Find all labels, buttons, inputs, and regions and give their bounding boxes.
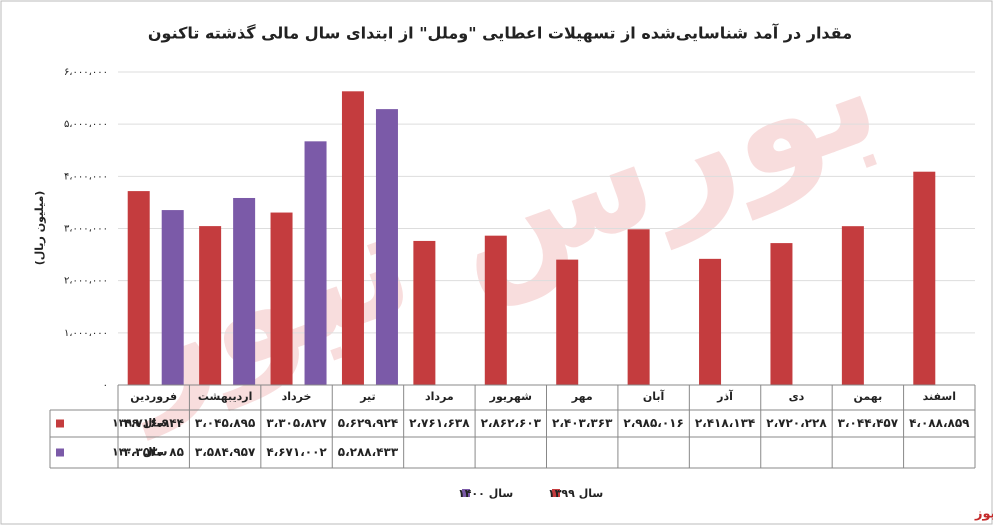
bar (341, 91, 364, 385)
x-tick-label: مرداد (425, 390, 454, 403)
x-tick-label: دی (789, 390, 805, 403)
y-tick-label: ۱،۰۰۰،۰۰۰ (64, 328, 108, 339)
x-tick-label: مهر (571, 390, 593, 403)
table-value: ۳،۰۴۴،۴۵۷ (838, 416, 899, 430)
source: بورس نیوز (974, 507, 993, 522)
y-tick-label: ۴،۰۰۰،۰۰۰ (64, 171, 108, 182)
bar (770, 243, 793, 385)
bar (161, 210, 184, 385)
chart-title: مقدار در آمد شناسایی‌شده از تسهیلات اعطا… (148, 23, 852, 43)
table-value: ۲،۴۱۸،۱۳۴ (695, 416, 755, 430)
legend-swatch (552, 489, 560, 497)
bar (913, 171, 936, 385)
bar (127, 191, 150, 385)
x-tick-label: خرداد (282, 390, 312, 403)
bar (484, 235, 507, 385)
x-tick-label: آذر (716, 389, 733, 403)
x-tick-label: آبان (643, 389, 665, 403)
table-value: ۲،۹۸۵،۰۱۶ (623, 416, 683, 430)
x-tick-label: اردیبهشت (198, 390, 252, 403)
series-name: سال ۱۳۹۹ (112, 417, 167, 430)
bar (556, 259, 579, 385)
legend-swatch (56, 448, 64, 457)
y-tick-label: ۶،۰۰۰،۰۰۰ (64, 67, 108, 78)
table-value: ۲،۸۶۲،۶۰۳ (481, 416, 542, 430)
y-tick-label: ۳،۰۰۰،۰۰۰ (64, 224, 108, 235)
bar (627, 229, 650, 385)
x-tick-label: تیر (359, 390, 375, 403)
table-value: ۲،۴۰۳،۳۶۳ (552, 416, 613, 430)
y-axis-label: (میلیون ریال) (33, 191, 46, 266)
table-value: ۵،۶۲۹،۹۲۴ (338, 416, 398, 430)
table-value: ۳،۷۱۶،۹۴۴ (124, 416, 184, 430)
y-tick-label: ۰ (103, 380, 108, 391)
table-value: ۳،۵۸۴،۹۵۷ (195, 445, 256, 459)
bar (233, 197, 256, 385)
x-tick-label: اسفند (923, 390, 956, 403)
y-tick-label: ۲،۰۰۰،۰۰۰ (64, 276, 108, 287)
table-value: ۳،۰۴۵،۸۹۵ (195, 416, 255, 430)
bar (375, 109, 398, 385)
table-value: ۳،۳۰۵،۸۲۷ (266, 416, 327, 430)
table-value: ۵،۲۸۸،۴۳۳ (338, 445, 399, 459)
table-value: ۲،۷۲۰،۲۲۸ (766, 416, 827, 430)
legend-label: سال ۱۴۰۰ (458, 487, 513, 500)
table-value: ۳،۳۵۳،۰۸۵ (124, 445, 184, 459)
bar (841, 226, 864, 385)
bar (304, 141, 327, 385)
bar (413, 240, 436, 385)
table-value: ۴،۶۷۱،۰۰۲ (266, 445, 327, 459)
x-tick-label: فروردین (130, 390, 177, 403)
bar (699, 258, 722, 385)
series-name: سال ۱۴۰۰ (112, 446, 167, 459)
legend-swatch (462, 489, 470, 497)
x-tick-label: شهریور (489, 390, 532, 403)
x-tick-label: بهمن (854, 390, 883, 403)
bar (270, 212, 293, 385)
y-tick-label: ۵،۰۰۰،۰۰۰ (64, 119, 108, 130)
legend-label: سال ۱۳۹۹ (548, 487, 603, 500)
table-value: ۲،۷۶۱،۶۳۸ (409, 416, 470, 430)
legend-swatch (56, 419, 64, 428)
table-value: ۴،۰۸۸،۸۵۹ (909, 416, 970, 430)
bar (199, 226, 222, 385)
